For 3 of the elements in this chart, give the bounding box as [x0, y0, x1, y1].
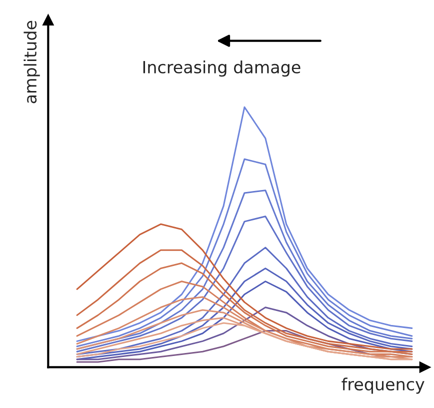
- text: Increasing damage: [143, 60, 300, 77]
- x-axis-title: frequency: [342, 378, 424, 394]
- y-axis-title: amplitude: [24, 20, 40, 104]
